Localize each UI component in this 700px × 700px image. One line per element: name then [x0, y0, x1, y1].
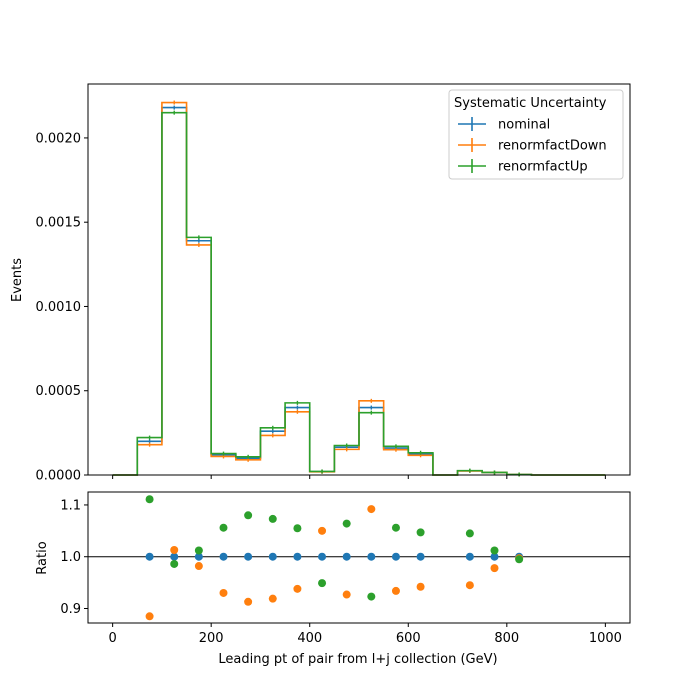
ratio-point-renormfactUp	[318, 579, 327, 588]
ratio-point-renormfactDown	[194, 562, 203, 571]
x-axis-label: Leading pt of pair from l+j collection (…	[218, 652, 497, 667]
ratio-point-nominal	[170, 552, 179, 561]
ratio-point-renormfactUp	[170, 559, 179, 568]
main-y-tick-label: 0.0010	[36, 300, 82, 315]
ratio-x-ticks: 0 200 400 600 800 1000	[108, 623, 622, 646]
main-y-tick-label: 0.0015	[36, 216, 82, 231]
ratio-point-renormfactUp	[367, 592, 376, 601]
ratio-point-renormfactDown	[318, 526, 327, 535]
ratio-y-axis-label: Ratio	[35, 541, 50, 574]
ratio-point-renormfactDown	[342, 590, 351, 599]
ratio-point-renormfactUp	[342, 519, 351, 528]
ratio-panel: 0.9 1.0 1.1 0 200 400 600 800 1000 Ratio Leadin…	[35, 491, 631, 667]
main-x-ticks	[112, 475, 606, 479]
ratio-y-tick-label: 1.1	[60, 498, 81, 513]
ratio-y-tick-label: 1.0	[60, 550, 81, 565]
x-tick-label: 400	[297, 631, 322, 646]
ratio-point-renormfactUp	[145, 495, 154, 504]
ratio-point-nominal	[293, 552, 302, 561]
ratio-point-nominal	[244, 552, 253, 561]
ratio-point-nominal	[194, 552, 203, 561]
ratio-point-renormfactUp	[465, 529, 474, 538]
ratio-point-renormfactUp	[391, 523, 400, 532]
ratio-point-renormfactUp	[515, 555, 524, 564]
x-tick-label: 1000	[589, 631, 622, 646]
ratio-point-nominal	[465, 552, 474, 561]
legend-label-renormfactUp: renormfactUp	[498, 160, 588, 175]
main-y-tick-label: 0.0000	[36, 469, 82, 484]
main-y-tick-label: 0.0005	[36, 384, 82, 399]
ratio-point-nominal	[367, 552, 376, 561]
ratio-point-renormfactDown	[416, 582, 425, 591]
ratio-point-nominal	[268, 552, 277, 561]
ratio-point-renormfactUp	[244, 511, 253, 520]
main-y-ticks: 0.0000 0.0005 0.0010 0.0015 0.0020	[36, 131, 88, 484]
ratio-point-nominal	[219, 552, 228, 561]
ratio-plot-frame	[87, 491, 631, 624]
legend-label-renormfactDown: renormfactDown	[498, 139, 607, 154]
ratio-point-renormfactDown	[268, 594, 277, 603]
main-plot-frame	[87, 83, 631, 476]
ratio-point-renormfactDown	[244, 597, 253, 606]
ratio-y-tick-label: 0.9	[60, 602, 81, 617]
legend-title: Systematic Uncertainty	[454, 96, 607, 111]
legend-entries: nominal renormfactDown renormfactUp	[458, 117, 607, 175]
ratio-y-ticks: 0.9 1.0 1.1	[60, 498, 88, 617]
x-tick-label: 800	[494, 631, 519, 646]
ratio-point-renormfactDown	[219, 588, 228, 597]
x-tick-label: 200	[199, 631, 224, 646]
ratio-point-renormfactUp	[219, 523, 228, 532]
ratio-point-renormfactUp	[194, 546, 203, 555]
ratio-point-renormfactUp	[416, 528, 425, 537]
x-tick-label: 600	[396, 631, 421, 646]
ratio-point-renormfactDown	[170, 545, 179, 554]
legend-label-nominal: nominal	[498, 118, 550, 133]
ratio-point-renormfactUp	[490, 546, 499, 555]
ratio-point-renormfactDown	[145, 612, 154, 621]
ratio-point-renormfactDown	[490, 564, 499, 573]
main-histogram-panel: 0.0000 0.0005 0.0010 0.0015 0.0020 Events Sy…	[10, 83, 631, 484]
ratio-point-renormfactDown	[391, 586, 400, 595]
legend: Systematic Uncertainty nominal renormfact…	[448, 89, 624, 180]
histogram-series-layer	[112, 100, 606, 477]
x-tick-label: 0	[108, 631, 116, 646]
ratio-point-renormfactDown	[367, 505, 376, 514]
main-y-axis-label: Events	[10, 258, 25, 302]
ratio-point-nominal	[342, 552, 351, 561]
ratio-point-nominal	[490, 552, 499, 561]
ratio-point-nominal	[145, 552, 154, 561]
ratio-point-nominal	[318, 552, 327, 561]
main-y-tick-label: 0.0020	[36, 131, 82, 146]
ratio-point-renormfactDown	[465, 581, 474, 590]
ratio-point-renormfactUp	[293, 524, 302, 533]
ratio-point-nominal	[416, 552, 425, 561]
ratio-point-nominal	[391, 552, 400, 561]
ratio-point-renormfactUp	[268, 514, 277, 523]
ratio-points-layer	[145, 495, 524, 621]
ratio-point-renormfactDown	[293, 584, 302, 593]
legend-box	[448, 89, 624, 180]
